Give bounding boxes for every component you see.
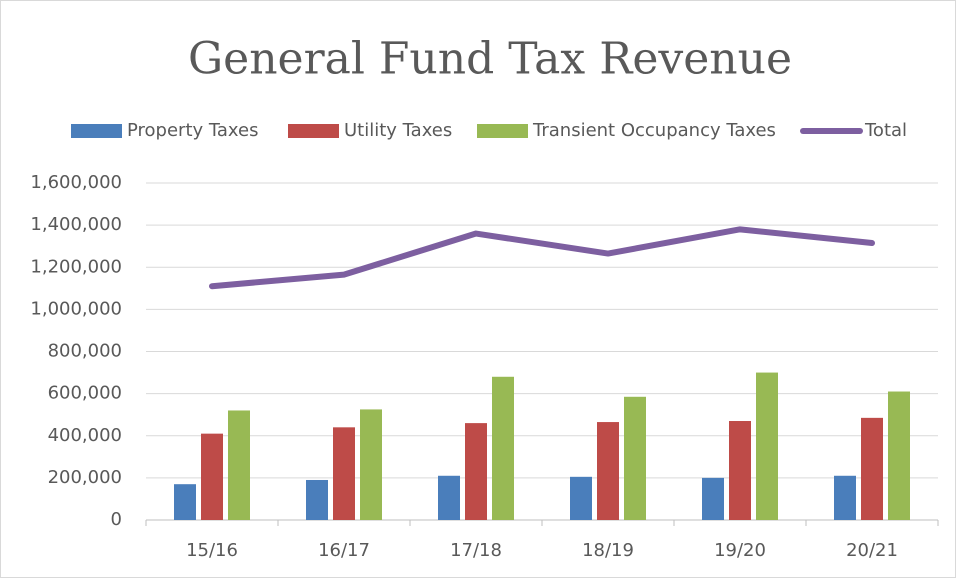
legend-label: Property Taxes: [127, 120, 258, 141]
bar: [834, 475, 856, 520]
bar: [861, 417, 883, 520]
y-tick-label: 0: [111, 509, 122, 530]
bar: [702, 477, 724, 520]
bar: [492, 376, 514, 520]
bar: [570, 476, 592, 520]
x-tick-label: 16/17: [318, 540, 370, 561]
y-tick-label: 600,000: [48, 383, 122, 404]
bar: [729, 421, 751, 520]
bar: [360, 409, 382, 520]
y-tick-label: 1,200,000: [30, 256, 122, 277]
legend-label: Transient Occupancy Taxes: [532, 120, 776, 141]
x-tick-label: 17/18: [450, 540, 502, 561]
legend-swatch: [288, 124, 339, 138]
y-tick-label: 1,600,000: [30, 172, 122, 193]
line: [209, 226, 875, 290]
y-tick-label: 800,000: [48, 341, 122, 362]
bar: [333, 427, 355, 520]
legend-swatch: [71, 124, 122, 138]
bar: [597, 422, 619, 520]
legend-swatch: [477, 124, 528, 138]
y-tick-label: 200,000: [48, 467, 122, 488]
bar: [888, 391, 910, 520]
legend-label: Total: [864, 120, 907, 141]
x-tick-label: 15/16: [186, 540, 238, 561]
bar: [756, 372, 778, 520]
x-tick-label: 19/20: [714, 540, 766, 561]
y-tick-label: 1,000,000: [30, 298, 122, 319]
bar: [201, 433, 223, 520]
bar: [228, 410, 250, 520]
bar: [624, 396, 646, 520]
bar: [438, 475, 460, 520]
legend-label: Utility Taxes: [344, 120, 452, 141]
y-tick-label: 400,000: [48, 425, 122, 446]
bar: [174, 484, 196, 520]
chart-title: General Fund Tax Revenue: [188, 34, 792, 85]
y-tick-label: 1,400,000: [30, 214, 122, 235]
x-tick-label: 18/19: [582, 540, 634, 561]
x-tick-label: 20/21: [846, 540, 898, 561]
bar: [465, 423, 487, 520]
bar: [306, 479, 328, 520]
